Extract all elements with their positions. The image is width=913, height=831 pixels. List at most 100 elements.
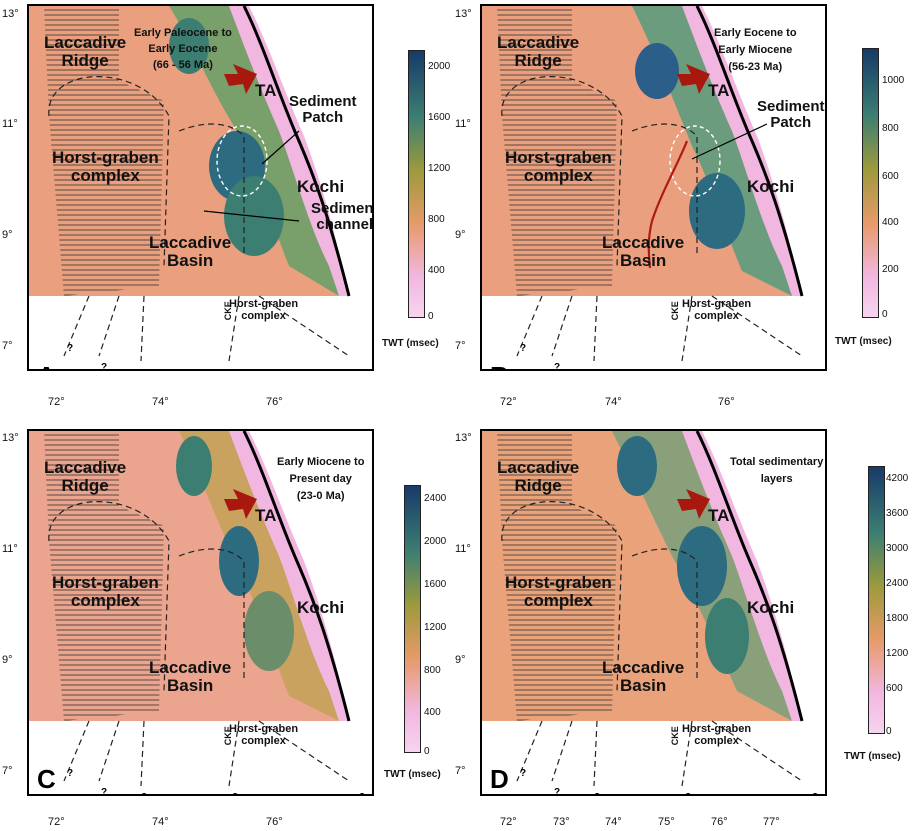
x-tick: 72° (500, 396, 517, 408)
y-tick: 9° (2, 229, 13, 241)
y-tick: 11° (455, 118, 471, 130)
x-tick: 72° (48, 396, 65, 408)
y-tick: 11° (2, 543, 18, 555)
colorbar-tick: 200 (882, 264, 899, 275)
question-mark: ? (554, 362, 561, 371)
label-cke: CKE (669, 301, 680, 321)
period-label: Total sedimentary layers (730, 456, 824, 485)
y-tick: 7° (455, 340, 466, 352)
colorbar-tick: 800 (428, 214, 445, 225)
colorbar-tick: 600 (886, 683, 903, 694)
colorbar-tick: 1200 (428, 163, 451, 174)
label-ta: TA (255, 506, 277, 525)
x-tick: 75° (658, 816, 675, 828)
label-sediment-patch: Sediment Patch (289, 93, 357, 126)
x-tick: 73° (553, 816, 570, 828)
x-tick: 77° (763, 816, 780, 828)
question-mark: ? (101, 362, 108, 371)
map-canvas-c (29, 431, 372, 794)
colorbar-unit: TWT (msec) (844, 751, 901, 762)
period-label: Early Miocene to Present day (23-0 Ma) (277, 456, 365, 502)
label-laccadive-basin: Laccadive Basin (602, 658, 685, 695)
y-tick: 13° (2, 8, 19, 20)
y-tick: 9° (2, 654, 13, 666)
label-cke: CKE (222, 301, 233, 321)
x-tick: 76° (266, 396, 283, 408)
colorbar-a (408, 50, 425, 318)
label-horst-graben-small: Horst-graben complex (682, 723, 752, 747)
label-laccadive-ridge: Laccadive Ridge (44, 458, 127, 495)
panel-letter: C (37, 764, 56, 794)
label-laccadive-basin: Laccadive Basin (602, 233, 685, 270)
x-tick: 74° (605, 816, 622, 828)
map-panel-a: Laccadive Ridge Early Paleocene to Early E… (27, 4, 374, 371)
question-mark: ? (232, 369, 238, 371)
y-tick: 13° (2, 432, 19, 444)
question-mark: ? (232, 792, 238, 794)
colorbar-tick: 2000 (424, 536, 447, 547)
question-mark: ? (594, 369, 600, 371)
label-horst-graben: Horst-graben complex (505, 148, 612, 185)
y-tick: 11° (2, 118, 18, 130)
colorbar-unit: TWT (msec) (835, 336, 892, 347)
label-horst-graben-small: Horst-graben complex (682, 298, 752, 322)
map-panel-c: Laccadive Ridge Early Miocene to Present d… (27, 429, 374, 796)
colorbar-b (862, 48, 879, 318)
y-tick: 13° (455, 432, 472, 444)
y-tick: 13° (455, 8, 472, 20)
y-tick: 9° (455, 654, 466, 666)
colorbar-tick: 3000 (886, 543, 909, 554)
x-tick: 72° (48, 816, 65, 828)
question-mark: ? (685, 792, 691, 794)
question-mark: ? (141, 369, 147, 371)
question-mark: ? (554, 787, 561, 796)
question-mark: ? (141, 792, 147, 794)
colorbar-tick: 1800 (886, 613, 909, 624)
question-mark: ? (359, 792, 365, 794)
x-tick: 76° (711, 816, 728, 828)
y-tick: 7° (455, 765, 466, 777)
label-horst-graben: Horst-graben complex (52, 148, 159, 185)
colorbar-tick: 2400 (886, 578, 909, 589)
question-mark: ? (812, 369, 818, 371)
map-panel-b: Laccadive Ridge Early Eocene to Early Mioc… (480, 4, 827, 371)
colorbar-tick: 400 (428, 265, 445, 276)
label-laccadive-ridge: Laccadive Ridge (497, 458, 580, 495)
question-mark: ? (520, 343, 527, 354)
colorbar-tick: 3600 (886, 508, 909, 519)
y-tick: 7° (2, 340, 13, 352)
label-laccadive-ridge: Laccadive Ridge (497, 33, 580, 70)
label-kochi: Kochi (747, 177, 795, 196)
question-mark: ? (812, 792, 818, 794)
question-mark: ? (67, 343, 74, 354)
y-tick: 11° (455, 543, 471, 555)
x-tick: 72° (500, 816, 517, 828)
map-panel-d: Laccadive Ridge Total sedimentary layers H… (480, 429, 827, 796)
colorbar-tick: 0 (428, 311, 434, 322)
x-tick: 74° (152, 396, 169, 408)
panel-letter: A (37, 361, 56, 369)
question-mark: ? (359, 369, 365, 371)
label-laccadive-basin: Laccadive Basin (149, 658, 232, 695)
colorbar-tick: 4200 (886, 473, 909, 484)
label-kochi: Kochi (297, 598, 345, 617)
label-sediment-channel: Sediment channel (311, 200, 374, 233)
period-label: Early Paleocene to Early Eocene (66 - 56 M… (134, 27, 232, 71)
colorbar-d (868, 466, 885, 734)
period-label: Early Eocene to Early Miocene (56-23 Ma) (714, 27, 797, 73)
question-mark: ? (101, 787, 108, 796)
colorbar-tick: 0 (882, 309, 888, 320)
label-ta: TA (708, 506, 730, 525)
colorbar-tick: 1600 (424, 579, 447, 590)
label-horst-graben: Horst-graben complex (52, 573, 159, 610)
colorbar-tick: 800 (882, 123, 899, 134)
colorbar-tick: 0 (424, 746, 430, 757)
label-horst-graben-small: Horst-graben complex (229, 723, 299, 747)
colorbar-tick: 1200 (886, 648, 909, 659)
colorbar-tick: 2400 (424, 493, 447, 504)
colorbar-tick: 800 (424, 665, 441, 676)
panel-letter: D (490, 764, 509, 794)
question-mark: ? (67, 768, 74, 779)
colorbar-tick: 1600 (428, 112, 451, 123)
colorbar-tick: 400 (424, 707, 441, 718)
